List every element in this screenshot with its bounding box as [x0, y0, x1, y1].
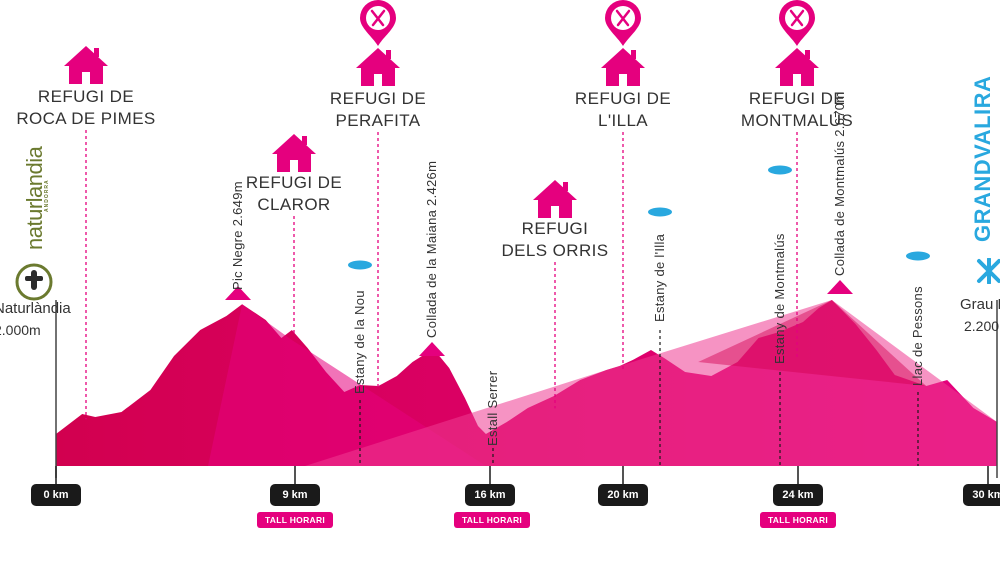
naturlandia-logo: naturlandia ANDORRA: [22, 147, 52, 260]
lake-label: Estany de Montmalús: [772, 233, 787, 364]
refuge-house-icon: [356, 48, 400, 86]
time-cutoff-badge: TALL HORARI: [257, 512, 333, 528]
peak-label: Collada de Montmalús 2.670m: [832, 91, 847, 276]
profile-overlay-east: [305, 300, 998, 466]
refuge-label: REFUGI DELS ORRIS: [502, 218, 609, 262]
naturlandia-emblem-icon: [15, 263, 53, 301]
lake-marker-icon: [768, 165, 792, 175]
lake-label: Estany de la Nou: [352, 290, 367, 394]
km-tick-label: 16 km: [465, 484, 515, 506]
km-tick-label: 0 km: [31, 484, 81, 506]
refuge-label: REFUGI DE CLAROR: [246, 172, 342, 216]
refuge-label: REFUGI DE MONTMALÚS: [741, 88, 853, 132]
refuge-label-line: DELS ORRIS: [501, 241, 609, 260]
peak-triangle-icon: [827, 280, 853, 294]
refuge-house-icon: [64, 46, 108, 84]
restaurant-pin-icon: [360, 0, 396, 46]
km-tick-label: 30 km: [963, 484, 1000, 506]
lake-label: Estany de l'Illa: [652, 233, 667, 322]
refuge-label-line: REFUGI DE: [748, 89, 846, 108]
time-cutoff-badge: TALL HORARI: [760, 512, 836, 528]
refuge-house-icon: [775, 48, 819, 86]
refuge-house-icon: [272, 134, 316, 172]
time-cutoff-badge: TALL HORARI: [454, 512, 530, 528]
start-point-name: Naturlàndia: [0, 300, 71, 317]
refuge-label-line: REFUGI DE: [245, 173, 343, 192]
refuge-label-line: ROCA DE PIMES: [16, 109, 156, 128]
profile-overlay-montmalus: [698, 300, 927, 386]
km-tick-label: 9 km: [270, 484, 320, 506]
end-point-name: Grau Roig: [960, 296, 1000, 313]
end-point-altitude: 2.200: [964, 318, 1000, 334]
refuge-label: REFUGI DE PERAFITA: [330, 88, 426, 132]
grandvalira-wordmark: GRANDVALIRA: [970, 75, 995, 242]
peak-label: Pic Negre 2.649m: [230, 181, 245, 290]
refuge-label-line: L'ILLA: [597, 111, 649, 130]
waypoint-label: Estall Serrer: [485, 370, 500, 446]
peak-triangle-icon: [225, 286, 251, 300]
profile-area-layer: [56, 300, 998, 466]
km-tick-label: 20 km: [598, 484, 648, 506]
refuge-label: REFUGI DE ROCA DE PIMES: [16, 86, 155, 130]
restaurant-pin-icon: [779, 0, 815, 46]
profile-overlay-west: [208, 304, 486, 466]
peak-label: Collada de la Maiana 2.426m: [424, 160, 439, 338]
lake-marker-icon: [648, 207, 672, 217]
lake-label: Llac de Pessons: [910, 286, 925, 386]
lake-marker-icon: [348, 260, 372, 270]
grandvalira-snowflake-icon: [977, 258, 1000, 284]
start-point-altitude: 2.000m: [0, 322, 41, 338]
refuge-house-icon: [533, 180, 577, 218]
restaurant-pin-icon: [605, 0, 641, 46]
refuge-label-line: CLAROR: [257, 195, 331, 214]
peak-triangle-icon: [419, 342, 445, 356]
refuge-label-line: REFUGI DE: [37, 87, 135, 106]
refuge-label-line: PERAFITA: [335, 111, 421, 130]
lake-marker-icon: [906, 251, 930, 261]
refuge-label-line: REFUGI: [521, 219, 589, 238]
naturlandia-subtitle: ANDORRA: [44, 179, 50, 212]
refuge-house-icon: [601, 48, 645, 86]
refuge-label-line: REFUGI DE: [574, 89, 672, 108]
marker-line-layer: [55, 130, 998, 484]
refuge-label: REFUGI DE L'ILLA: [575, 88, 671, 132]
km-tick-label: 24 km: [773, 484, 823, 506]
refuge-label-line: MONTMALÚS: [740, 111, 854, 130]
refuge-label-line: REFUGI DE: [329, 89, 427, 108]
marker-icon-layer: [64, 0, 930, 356]
